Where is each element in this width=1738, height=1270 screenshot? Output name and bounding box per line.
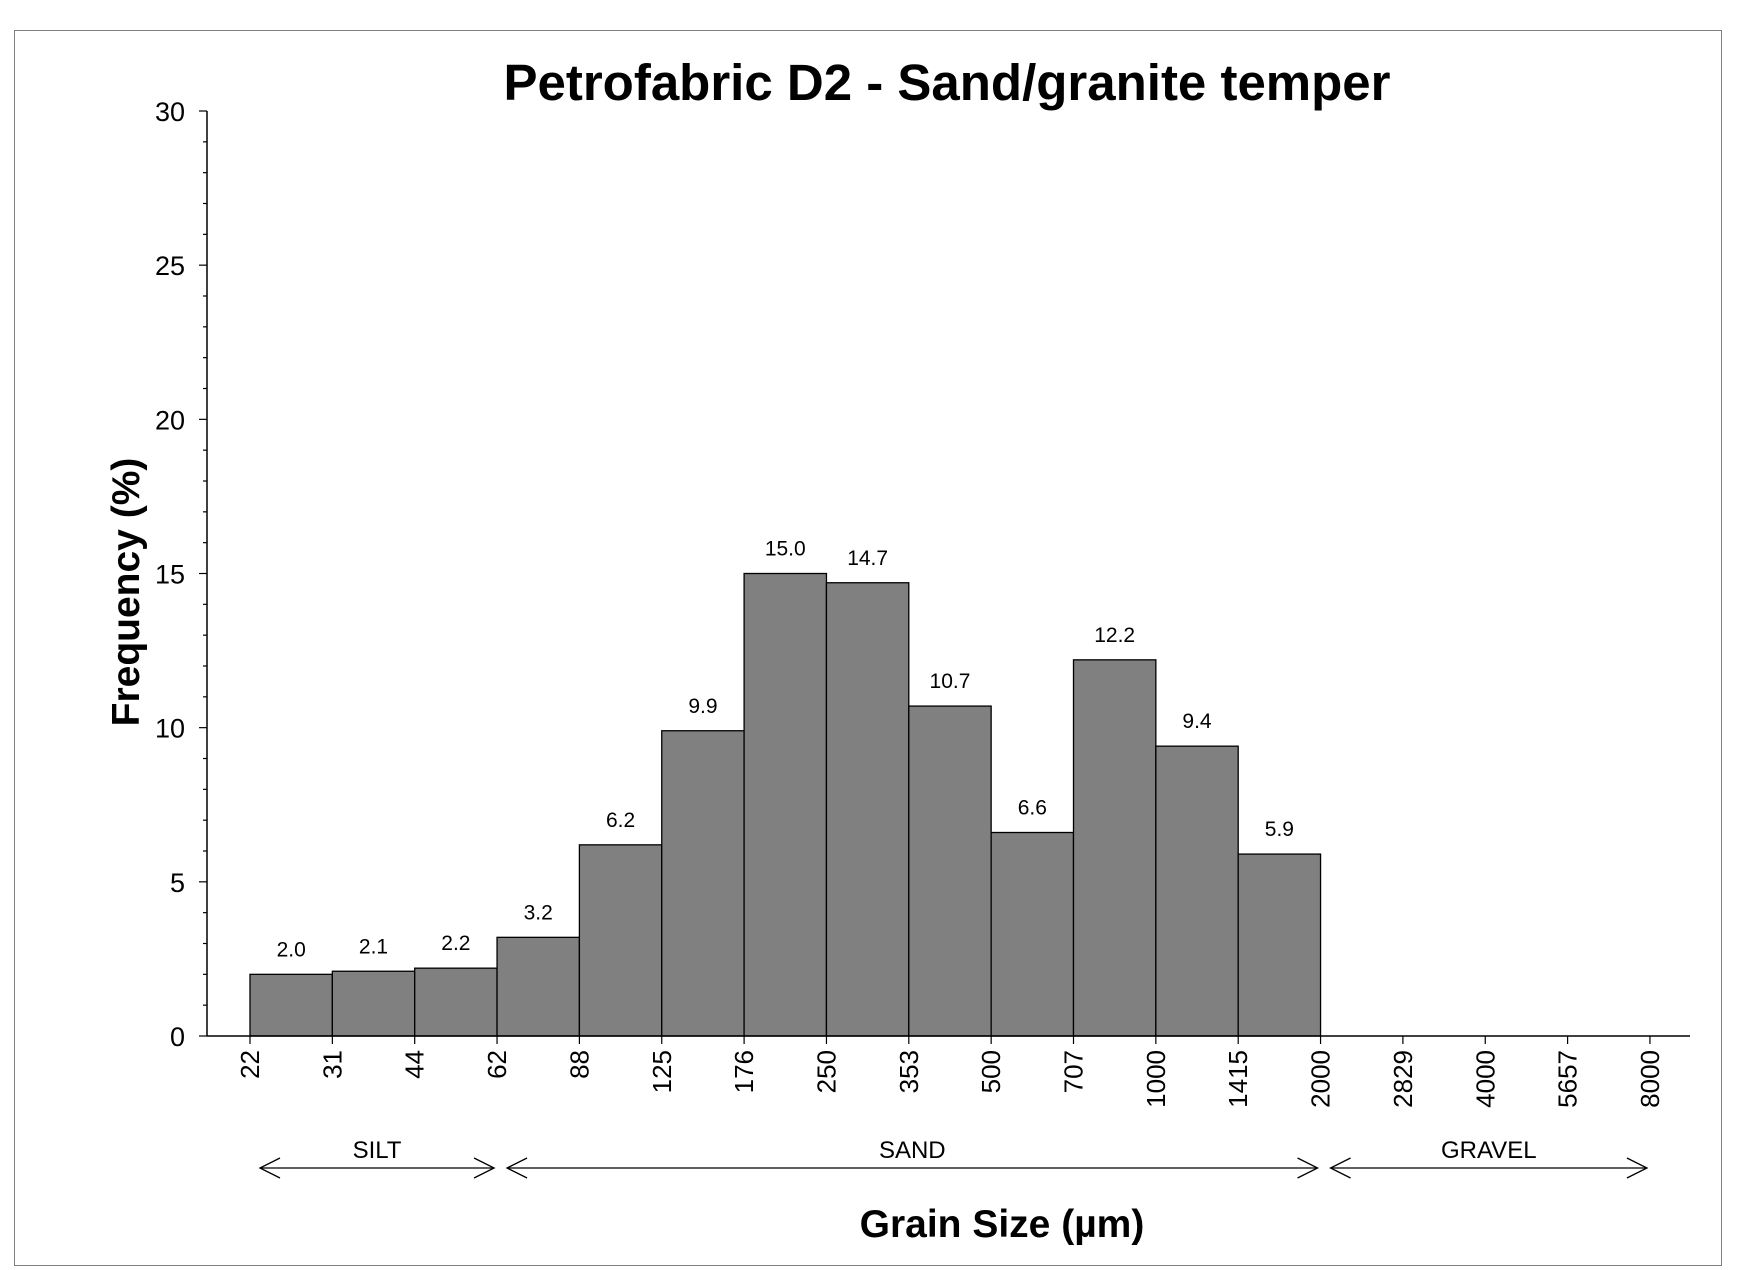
- x-tick-label: 707: [1059, 1050, 1089, 1093]
- data-label: 15.0: [765, 538, 806, 561]
- x-tick-label: 176: [729, 1050, 759, 1093]
- y-tick-label: 0: [170, 1022, 185, 1052]
- y-tick-label: 15: [155, 560, 185, 590]
- bars-group: [249, 572, 1322, 1037]
- bar: [414, 967, 498, 1037]
- region-arrowhead-right: [473, 1157, 496, 1179]
- y-tick-label: 30: [155, 97, 185, 127]
- bar: [578, 844, 663, 1037]
- bar: [1237, 853, 1322, 1037]
- chart-title: Petrofabric D2 - Sand/granite temper: [503, 54, 1390, 111]
- x-tick-label: 8000: [1635, 1050, 1665, 1108]
- x-tick-label: 5657: [1553, 1050, 1583, 1108]
- data-label: 9.9: [688, 695, 717, 718]
- bar: [496, 936, 581, 1037]
- data-label: 6.6: [1018, 797, 1047, 820]
- data-label: 14.7: [847, 547, 888, 570]
- x-tick-label: 353: [894, 1050, 924, 1093]
- bar: [908, 705, 992, 1037]
- y-tick-label: 25: [155, 251, 185, 281]
- x-tick-label: 44: [400, 1050, 430, 1079]
- regions-group: SILT SAND GRAVEL: [258, 1137, 1649, 1179]
- x-tick-label: 250: [811, 1050, 841, 1093]
- bar: [1072, 659, 1157, 1037]
- data-labels-group: 2.0 2.1 2.2 3.2 6.2 9.9 15.0 14.7 10.7 6.6 12.2 9.4…: [277, 538, 1294, 962]
- x-tick-label: 1000: [1141, 1050, 1171, 1108]
- bar: [825, 582, 910, 1037]
- bar: [249, 973, 333, 1037]
- data-label: 2.1: [359, 935, 388, 958]
- chart-frame: [14, 30, 1722, 1266]
- x-tick-label: 2000: [1306, 1050, 1336, 1108]
- x-tick-label: 2829: [1388, 1050, 1418, 1108]
- region-arrowhead-right: [1626, 1157, 1649, 1179]
- axes-group: 0 5 10 15 20 25 30 22 31 44 62 88 125 176 250 353 500 707…: [155, 97, 1690, 1108]
- region-label: GRAVEL: [1441, 1137, 1537, 1164]
- data-label: 3.2: [524, 901, 553, 924]
- x-tick-label: 125: [647, 1050, 677, 1093]
- bar: [743, 572, 828, 1037]
- x-tick-label: 62: [482, 1050, 512, 1079]
- x-tick-label: 4000: [1470, 1050, 1500, 1108]
- region-label: SAND: [879, 1137, 946, 1164]
- region-arrowhead-right: [1297, 1157, 1320, 1179]
- data-label: 2.0: [277, 938, 306, 961]
- y-axis-label: Frequency (%): [105, 458, 148, 727]
- bar: [1155, 745, 1239, 1037]
- data-label: 6.2: [606, 809, 635, 832]
- data-label: 9.4: [1182, 710, 1212, 733]
- region-arrowhead-left: [258, 1157, 281, 1179]
- region-arrowhead-left: [505, 1157, 528, 1179]
- bar: [331, 970, 416, 1037]
- y-tick-label: 20: [155, 405, 185, 435]
- region-label: SILT: [353, 1137, 402, 1164]
- x-tick-label: 500: [976, 1050, 1006, 1093]
- x-tick-label: 88: [564, 1050, 594, 1079]
- data-label: 2.2: [441, 932, 470, 955]
- data-label: 10.7: [930, 670, 971, 693]
- region-arrowhead-left: [1329, 1157, 1351, 1179]
- bar: [990, 831, 1075, 1037]
- data-label: 5.9: [1265, 818, 1294, 841]
- x-tick-label: 1415: [1223, 1050, 1253, 1108]
- y-tick-label: 5: [170, 868, 185, 898]
- data-label: 12.2: [1094, 624, 1135, 647]
- x-tick-label: 31: [317, 1050, 347, 1079]
- x-tick-label: 22: [235, 1050, 265, 1079]
- bar: [661, 730, 745, 1037]
- y-tick-label: 10: [155, 714, 185, 744]
- x-axis-label: Grain Size (µm): [860, 1203, 1145, 1246]
